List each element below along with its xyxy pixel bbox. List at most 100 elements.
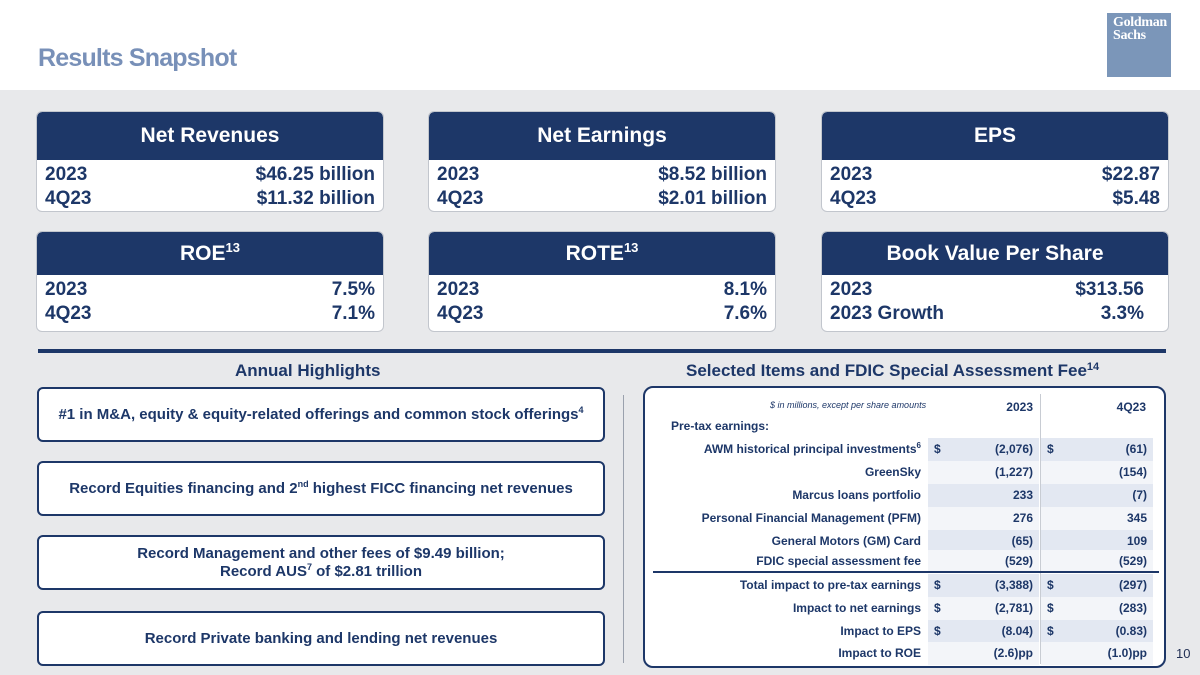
highlight-text-b: of $2.81 trillion bbox=[311, 562, 422, 580]
row-value: 7.1% bbox=[331, 303, 375, 324]
row-label: 4Q23 bbox=[45, 303, 92, 324]
eps-card: EPS 2023 $22.87 4Q23 $5.48 bbox=[821, 111, 1169, 212]
value-2023: (65) bbox=[1011, 534, 1033, 548]
value-4q23: (283) bbox=[1118, 601, 1147, 615]
highlight-text-b: highest FICC financing net revenues bbox=[308, 480, 573, 497]
ordinal-suffix: nd bbox=[297, 479, 309, 489]
currency-symbol: $ bbox=[934, 601, 941, 615]
card-title: Book Value Per Share bbox=[822, 232, 1168, 275]
row-value: $5.48 bbox=[1112, 188, 1160, 209]
row-label: 4Q23 bbox=[437, 188, 484, 209]
value-4q23: (1.0)pp bbox=[1107, 646, 1147, 660]
column-separator bbox=[1040, 394, 1041, 664]
row-label: 2023 bbox=[437, 279, 480, 300]
value-2023: (2,781) bbox=[994, 601, 1033, 615]
row-value: $22.87 bbox=[1101, 164, 1160, 185]
logo-line-2: Sachs bbox=[1113, 28, 1146, 43]
value-4q23: (154) bbox=[1118, 465, 1147, 479]
highlight-item-2: Record Equities financing and 2nd highes… bbox=[37, 461, 605, 516]
footnote-ref: 14 bbox=[1086, 361, 1100, 373]
header: Results Snapshot Goldman Sachs bbox=[0, 0, 1200, 90]
book-value-card: Book Value Per Share 2023 $313.56 2023 Gr… bbox=[821, 231, 1169, 332]
row-label: 4Q23 bbox=[830, 188, 877, 209]
row-value: $313.56 bbox=[1075, 279, 1144, 300]
card-title-text: ROTE bbox=[565, 242, 624, 265]
highlight-line-1: Record Management and other fees of $9.4… bbox=[137, 544, 505, 562]
table-note: $ in millions, except per share amounts bbox=[770, 400, 927, 410]
rote-card: ROTE13 2023 8.1% 4Q23 7.6% bbox=[428, 231, 776, 332]
page-title: Results Snapshot bbox=[38, 44, 237, 72]
selected-items-table: $ in millions, except per share amounts … bbox=[643, 386, 1166, 668]
row-label: AWM historical principal investments6 bbox=[704, 438, 921, 461]
value-2023: (1,227) bbox=[994, 465, 1033, 479]
row-label: 2023 bbox=[830, 279, 873, 300]
row-label: 4Q23 bbox=[45, 188, 92, 209]
row-label: 2023 bbox=[437, 164, 480, 185]
roe-card: ROE13 2023 7.5% 4Q23 7.1% bbox=[36, 231, 384, 332]
row-label: 4Q23 bbox=[437, 303, 484, 324]
goldman-sachs-logo: Goldman Sachs bbox=[1107, 13, 1171, 77]
table-row: Impact to ROE (2.6)pp (1.0)pp bbox=[645, 642, 1164, 665]
card-title: Net Revenues bbox=[37, 112, 383, 160]
currency-symbol: $ bbox=[934, 442, 941, 456]
currency-symbol: $ bbox=[934, 624, 941, 638]
value-2023: (8.04) bbox=[1001, 624, 1033, 638]
currency-symbol: $ bbox=[1047, 578, 1054, 592]
card-title: Net Earnings bbox=[429, 112, 775, 160]
value-2023: 233 bbox=[1012, 488, 1033, 502]
value-2023: (3,388) bbox=[994, 578, 1033, 592]
table-row: Impact to EPS $ (8.04) $ (0.83) bbox=[645, 620, 1164, 643]
currency-symbol: $ bbox=[1047, 601, 1054, 615]
row-label: Total impact to pre-tax earnings bbox=[739, 578, 921, 592]
row-label-text: AWM historical principal investments bbox=[703, 442, 917, 456]
row-label: 2023 bbox=[45, 279, 88, 300]
row-label: GreenSky bbox=[864, 465, 921, 479]
highlight-item-4: Record Private banking and lending net r… bbox=[37, 611, 605, 666]
value-4q23: (297) bbox=[1118, 578, 1147, 592]
table-row: Personal Financial Management (PFM) 276 … bbox=[645, 507, 1164, 530]
table-row: FDIC special assessment fee (529) (529) bbox=[645, 550, 1164, 573]
footnote-ref: 4 bbox=[578, 405, 584, 415]
footnote-ref: 6 bbox=[916, 441, 921, 450]
total-divider bbox=[653, 571, 1159, 573]
row-label: 2023 bbox=[830, 164, 873, 185]
card-title: ROTE13 bbox=[429, 232, 775, 275]
logo-line-1: Goldman bbox=[1113, 15, 1167, 30]
selected-items-title-text: Selected Items and FDIC Special Assessme… bbox=[686, 361, 1087, 380]
value-2023: (2,076) bbox=[994, 442, 1033, 456]
row-value: $2.01 billion bbox=[658, 188, 767, 209]
page-number: 10 bbox=[1176, 646, 1191, 661]
table-row: AWM historical principal investments6 $ (… bbox=[645, 438, 1164, 461]
net-revenues-card: Net Revenues 2023 $46.25 billion 4Q23 $11.… bbox=[36, 111, 384, 212]
row-value: 8.1% bbox=[723, 279, 767, 300]
section-label-row: Pre-tax earnings: bbox=[645, 415, 1164, 438]
row-label: Marcus loans portfolio bbox=[792, 488, 921, 502]
footnote-ref: 7 bbox=[306, 561, 312, 572]
card-title: EPS bbox=[822, 112, 1168, 160]
currency-symbol: $ bbox=[1047, 442, 1054, 456]
row-label: Impact to EPS bbox=[840, 624, 921, 638]
highlight-text: #1 in M&A, equity & equity-related offer… bbox=[58, 406, 579, 423]
net-earnings-card: Net Earnings 2023 $8.52 billion 4Q23 $2.01… bbox=[428, 111, 776, 212]
row-label: 2023 Growth bbox=[830, 303, 945, 324]
vertical-separator bbox=[623, 395, 624, 663]
value-2023: 276 bbox=[1012, 511, 1033, 525]
column-header-4q23: 4Q23 bbox=[1116, 400, 1146, 414]
table-row: Marcus loans portfolio 233 (7) bbox=[645, 484, 1164, 507]
value-4q23: 345 bbox=[1126, 511, 1147, 525]
value-4q23: 109 bbox=[1126, 534, 1147, 548]
selected-items-title: Selected Items and FDIC Special Assessme… bbox=[686, 361, 1099, 381]
row-label: General Motors (GM) Card bbox=[771, 534, 921, 548]
row-label: Personal Financial Management (PFM) bbox=[701, 511, 921, 525]
table-row: GreenSky (1,227) (154) bbox=[645, 461, 1164, 484]
row-label: FDIC special assessment fee bbox=[756, 554, 921, 568]
value-4q23: (61) bbox=[1125, 442, 1147, 456]
value-4q23: (7) bbox=[1132, 488, 1147, 502]
section-divider bbox=[38, 349, 1166, 353]
highlight-text-a: Record Equities financing and 2 bbox=[69, 480, 298, 497]
highlight-text-a: Record AUS bbox=[219, 562, 307, 580]
highlight-text: Record Private banking and lending net r… bbox=[144, 630, 498, 647]
table-row: Total impact to pre-tax earnings $ (3,388… bbox=[645, 574, 1164, 597]
value-2023: (529) bbox=[1004, 554, 1033, 568]
row-value: 7.6% bbox=[723, 303, 767, 324]
